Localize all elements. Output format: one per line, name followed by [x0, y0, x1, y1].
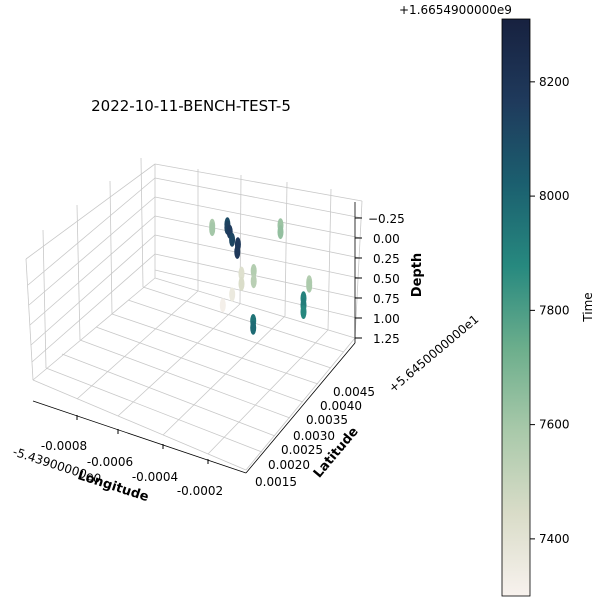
colorbar-tick-label: 8000 [539, 189, 570, 203]
z-tick-label: 1.25 [373, 332, 400, 346]
y-tick-label: 0.0030 [293, 429, 335, 443]
z-axis: −0.25 0.00 0.25 0.50 0.75 1.00 1.25 Dept… [355, 212, 425, 346]
colorbar-tick-label: 8200 [539, 75, 570, 89]
data-point [229, 232, 236, 247]
axis-spines [32, 202, 356, 474]
x-tick-label: -0.0008 [41, 439, 87, 453]
z-tick-label: 1.00 [373, 312, 400, 326]
chart-title: 2022-10-11-BENCH-TEST-5 [91, 97, 291, 115]
y-tick-label: 0.0040 [320, 399, 362, 413]
data-point [306, 278, 313, 293]
z-tick-label: 0.00 [373, 232, 400, 246]
data-point [250, 264, 257, 278]
y-axis: 0.0015 0.0020 0.0025 0.0030 0.0035 0.004… [255, 312, 481, 489]
z-tick-label: 0.50 [373, 272, 400, 286]
data-point [229, 287, 236, 302]
y-tick-label: 0.0035 [306, 413, 348, 427]
scatter-points [209, 217, 313, 335]
data-point [238, 276, 245, 291]
data-point [300, 305, 307, 319]
data-point [250, 274, 257, 289]
x-tick-label: -0.0006 [87, 455, 133, 469]
data-point [219, 298, 226, 313]
z-tick-label: −0.25 [368, 212, 405, 226]
x-axis: -0.0008 -0.0006 -0.0004 -0.0002 -5.43900… [11, 415, 223, 505]
colorbar-tick-label: 7800 [539, 303, 570, 317]
data-point [277, 225, 284, 240]
y-tick-label: 0.0015 [255, 475, 297, 489]
y-tick-label: 0.0045 [333, 385, 375, 399]
colorbar-offset-label: +1.6654900000e9 [399, 3, 512, 17]
y-offset-label: +5.6450000000e1 [386, 312, 481, 395]
z-tick-label: 0.75 [373, 292, 400, 306]
data-point [250, 320, 257, 335]
colorbar-tick-label: 7600 [539, 418, 570, 432]
colorbar [501, 18, 531, 597]
data-point [234, 244, 241, 259]
colorbar-label: Time [581, 292, 595, 322]
y-tick-label: 0.0020 [268, 458, 310, 472]
z-tick-label: 0.25 [373, 252, 400, 266]
x-tick-label: -0.0004 [132, 470, 178, 484]
x-tick-label: -0.0002 [177, 484, 223, 498]
y-tick-label: 0.0025 [281, 443, 323, 457]
colorbar-tick-label: 7400 [539, 532, 570, 546]
colorbar-ticks: 7400 7600 7800 8000 8200 [530, 75, 570, 546]
data-point [238, 266, 245, 281]
z-axis-label: Depth [410, 253, 425, 297]
axes-grid [25, 157, 363, 471]
data-point [209, 222, 216, 237]
